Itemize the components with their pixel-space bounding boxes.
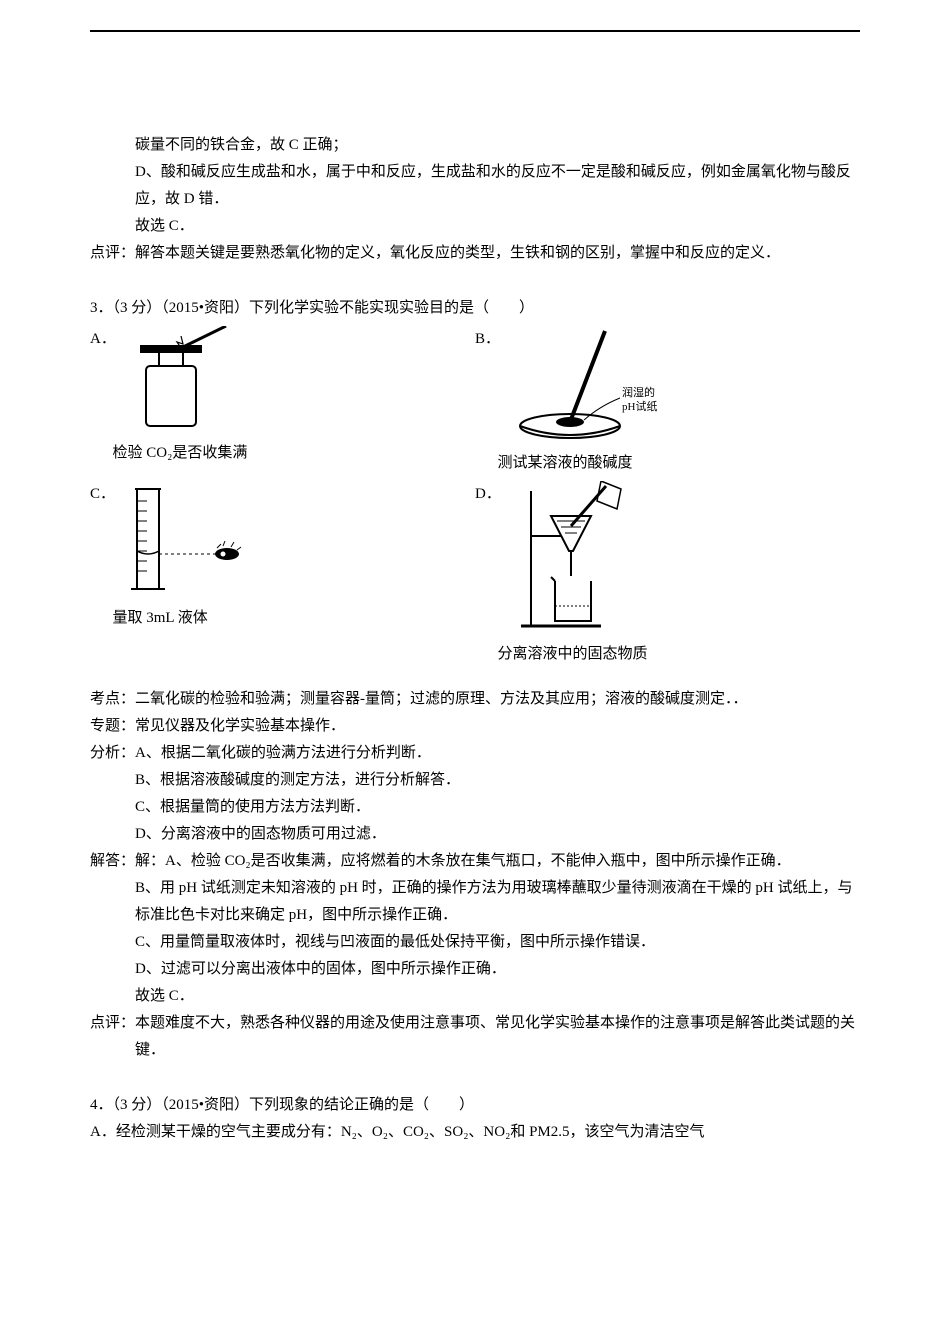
option-D: D．: [475, 481, 860, 668]
diagram-graduated-cylinder-icon: [125, 481, 255, 601]
question-stem: 4．（3 分）（2015•资阳）下列现象的结论正确的是（ ）: [90, 1092, 860, 1119]
jieda-d: D、过滤可以分离出液体中的固体，图中所示操作正确．: [90, 956, 860, 983]
jieda-c: C、用量筒量取液体时，视线与凹液面的最低处保持平衡，图中所示操作错误．: [90, 929, 860, 956]
note-text: 润湿的: [622, 385, 655, 399]
review-text: 本题难度不大，熟悉各种仪器的用途及使用注意事项、常见化学实验基本操作的注意事项是…: [135, 1015, 855, 1058]
review: 点评：本题难度不大，熟悉各种仪器的用途及使用注意事项、常见化学实验基本操作的注意…: [90, 1010, 860, 1064]
zhuanti-text: 常见仪器及化学实验基本操作．: [135, 718, 345, 734]
prev-solution-line: D、酸和碱反应生成盐和水，属于中和反应，生成盐和水的反应不一定是酸和碱反应，例如…: [90, 159, 860, 213]
option-row-cd: C．: [90, 481, 860, 668]
option-A: A．: [90, 326, 475, 467]
review-label: 点评：: [90, 245, 135, 261]
top-horizontal-rule: [90, 30, 860, 32]
zhuanti-label: 专题：: [90, 718, 135, 734]
jieda: 解答：解：A、检验 CO₂是否收集满，应将燃着的木条放在集气瓶口，不能伸入瓶中，…: [90, 848, 860, 875]
option-C: C．: [90, 481, 475, 632]
jieda-b: B、用 pH 试纸测定未知溶液的 pH 时，正确的操作方法为用玻璃棒蘸取少量待测…: [90, 875, 860, 929]
jieda-a: 解：A、检验 CO₂是否收集满，应将燃着的木条放在集气瓶口，不能伸入瓶中，图中所…: [135, 853, 791, 869]
prev-solution-line: 碳量不同的铁合金，故 C 正确；: [90, 132, 860, 159]
diagram-ph-paper-icon: 润湿的 pH试纸: [510, 326, 680, 446]
jieda-label: 解答：: [90, 853, 135, 869]
note-text: pH试纸: [622, 400, 657, 413]
option-caption: 测试某溶液的酸碱度: [475, 450, 860, 477]
fenxi-b: B、根据溶液酸碱度的测定方法，进行分析解答．: [90, 767, 860, 794]
option-label: B．: [475, 326, 500, 353]
option-label: A．: [90, 326, 116, 353]
review-text: 解答本题关键是要熟悉氧化物的定义，氧化反应的类型，生铁和钢的区别，掌握中和反应的…: [135, 245, 780, 261]
prev-solution-line: 故选 C．: [90, 213, 860, 240]
kaodian-text: 二氧化碳的检验和验满；测量容器-量筒；过滤的原理、方法及其应用；溶液的酸碱度测定…: [135, 691, 748, 707]
option-A: A．经检测某干燥的空气主要成分有：N₂、O₂、CO₂、SO₂、NO₂和 PM2.…: [90, 1119, 860, 1146]
kaodian-label: 考点：: [90, 691, 135, 707]
jieda-answer: 故选 C．: [90, 983, 860, 1010]
diagram-filtration-icon: [511, 481, 641, 631]
option-B: B． 润湿的 pH试纸: [475, 326, 860, 477]
fenxi-label: 分析：: [90, 745, 135, 761]
prev-review: 点评：解答本题关键是要熟悉氧化物的定义，氧化反应的类型，生铁和钢的区别，掌握中和…: [90, 240, 860, 267]
option-caption: 检验 CO₂是否收集满: [90, 440, 475, 467]
document-page: 碳量不同的铁合金，故 C 正确； D、酸和碱反应生成盐和水，属于中和反应，生成盐…: [0, 0, 950, 1186]
option-caption: 分离溶液中的固态物质: [475, 641, 860, 668]
fenxi-c: C、根据量筒的使用方法方法判断．: [90, 794, 860, 821]
question-4: 4．（3 分）（2015•资阳）下列现象的结论正确的是（ ） A．经检测某干燥的…: [90, 1092, 860, 1146]
fenxi: 分析：A、根据二氧化碳的验满方法进行分析判断．: [90, 740, 860, 767]
diagram-gas-bottle-icon: [126, 326, 236, 436]
option-label: C．: [90, 481, 115, 508]
option-label: D．: [475, 481, 501, 508]
kaodian: 考点：二氧化碳的检验和验满；测量容器-量筒；过滤的原理、方法及其应用；溶液的酸碱…: [90, 686, 860, 713]
option-row-ab: A．: [90, 326, 860, 477]
question-stem: 3．（3 分）（2015•资阳）下列化学实验不能实现实验目的是（ ）: [90, 295, 860, 322]
fenxi-a: A、根据二氧化碳的验满方法进行分析判断．: [135, 745, 431, 761]
question-3: 3．（3 分）（2015•资阳）下列化学实验不能实现实验目的是（ ） A．: [90, 295, 860, 1064]
fenxi-d: D、分离溶液中的固态物质可用过滤．: [90, 821, 860, 848]
review-label: 点评：: [90, 1015, 135, 1031]
zhuanti: 专题：常见仪器及化学实验基本操作．: [90, 713, 860, 740]
option-caption: 量取 3mL 液体: [90, 605, 475, 632]
